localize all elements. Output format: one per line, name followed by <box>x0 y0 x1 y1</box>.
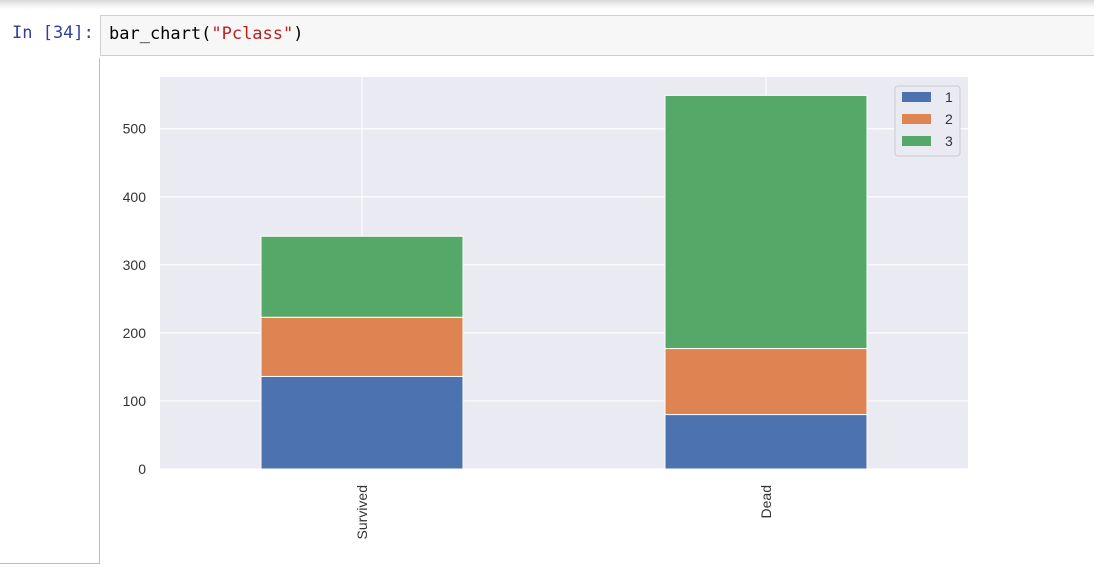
x-tick-label: Survived <box>354 485 370 539</box>
y-tick-label: 100 <box>123 393 147 409</box>
bar-dead-class-3 <box>664 94 868 350</box>
bar-survived-class-2 <box>260 316 464 377</box>
bar-survived-class-1 <box>260 375 464 470</box>
code-function: bar_chart( <box>109 24 212 44</box>
y-tick-label: 500 <box>123 121 147 137</box>
bar-dead-class-2 <box>664 348 868 416</box>
output-area <box>0 58 100 564</box>
legend: 1 2 3 <box>894 85 961 157</box>
y-tick-label: 400 <box>123 189 147 205</box>
legend-swatch <box>902 136 931 146</box>
y-tick-label: 300 <box>123 257 147 273</box>
bars-group <box>260 94 868 470</box>
code-close-paren: ) <box>293 24 304 44</box>
code-text[interactable]: bar_chart("Pclass") <box>109 24 304 44</box>
code-cell[interactable]: bar_chart("Pclass") <box>100 15 1094 56</box>
legend-label: 3 <box>945 133 953 149</box>
y-tick-label: 200 <box>123 325 147 341</box>
legend-label: 2 <box>945 111 953 127</box>
bar-survived-class-3 <box>260 235 464 318</box>
legend-swatch <box>902 92 931 102</box>
legend-label: 1 <box>945 89 953 105</box>
notebook-top-bar <box>0 0 1094 10</box>
x-tick-label: Dead <box>758 485 774 518</box>
x-tick-labels: Survived Dead <box>354 485 774 539</box>
legend-swatch <box>902 114 931 124</box>
input-prompt: In [34]: <box>12 23 94 43</box>
y-tick-label: 0 <box>138 461 146 477</box>
bar-dead-class-1 <box>664 414 868 470</box>
y-tick-labels: 0 100 200 300 400 500 <box>123 121 147 477</box>
code-string-argument: "Pclass" <box>211 24 294 44</box>
